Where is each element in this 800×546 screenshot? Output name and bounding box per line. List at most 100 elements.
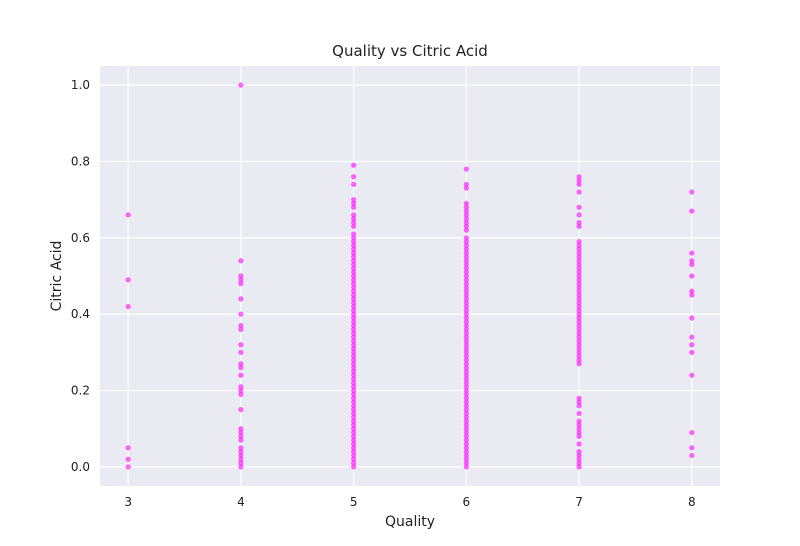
scatter-point — [576, 315, 582, 321]
scatter-point — [576, 429, 582, 436]
scatter-point — [125, 456, 131, 462]
scatter-point — [351, 273, 357, 279]
scatter-point — [351, 380, 357, 386]
scatter-point — [238, 449, 244, 455]
scatter-point — [463, 441, 469, 447]
scatter-point — [463, 403, 469, 409]
scatter-point — [351, 456, 357, 462]
scatter-point — [463, 464, 469, 470]
scatter-point — [576, 452, 582, 459]
scatter-point — [689, 261, 695, 268]
scatter-point — [351, 342, 357, 348]
scatter-point — [576, 456, 582, 462]
scatter-point — [351, 284, 357, 291]
scatter-point — [576, 250, 582, 256]
y-axis-label: Citric Acid — [49, 241, 65, 312]
scatter-point — [576, 223, 582, 229]
scatter-point — [463, 460, 469, 466]
scatter-point — [463, 426, 469, 432]
chart-title: Quality vs Citric Acid — [332, 42, 488, 60]
scatter-point — [351, 460, 357, 466]
scatter-point — [238, 460, 244, 466]
scatter-point — [576, 326, 582, 333]
scatter-point — [576, 418, 582, 424]
scatter-point — [238, 296, 244, 302]
scatter-point — [463, 437, 469, 443]
scatter-point — [463, 315, 469, 321]
scatter-point — [576, 426, 582, 432]
scatter-point — [351, 399, 357, 405]
scatter-point — [463, 288, 469, 294]
scatter-point — [576, 296, 582, 302]
scatter-point — [576, 361, 582, 367]
scatter-point — [238, 323, 244, 329]
scatter-point — [463, 399, 469, 405]
scatter-point — [351, 231, 357, 237]
scatter-point — [351, 464, 357, 470]
scatter-point — [351, 433, 357, 439]
scatter-point — [238, 311, 244, 317]
scatter-point — [351, 162, 357, 168]
scatter-point — [463, 387, 469, 394]
scatter-point — [576, 277, 582, 283]
scatter-point — [238, 361, 244, 367]
scatter-point — [351, 219, 357, 226]
x-tick-label: 3 — [124, 495, 132, 509]
scatter-point — [576, 410, 582, 417]
scatter-point — [351, 174, 357, 180]
scatter-point — [463, 235, 469, 241]
scatter-point — [463, 216, 469, 222]
scatter-point — [463, 395, 469, 401]
scatter-point — [125, 445, 131, 451]
scatter-point — [238, 433, 244, 439]
scatter-point — [238, 387, 244, 394]
scatter-point — [576, 349, 582, 355]
scatter-point — [463, 376, 469, 382]
y-axis-ticks: 0.0 0.2 0.4 0.6 0.8 1.0 — [71, 78, 90, 474]
scatter-point — [576, 357, 582, 363]
scatter-point — [463, 250, 469, 256]
scatter-point — [576, 334, 582, 340]
x-tick-label: 5 — [350, 495, 358, 509]
scatter-point — [689, 258, 695, 264]
scatter-point — [463, 456, 469, 462]
scatter-point — [351, 288, 357, 294]
scatter-point — [351, 223, 357, 229]
scatter-point — [576, 269, 582, 275]
scatter-point — [576, 330, 582, 336]
scatter-point — [576, 212, 582, 218]
scatter-point — [689, 250, 695, 256]
scatter-point — [351, 422, 357, 428]
scatter-point — [576, 403, 582, 409]
x-axis-label: Quality — [385, 514, 435, 530]
scatter-point — [238, 82, 244, 88]
scatter-point — [238, 464, 244, 470]
x-tick-label: 8 — [688, 495, 696, 509]
scatter-point — [463, 449, 469, 455]
scatter-point — [463, 223, 469, 229]
scatter-point — [576, 189, 582, 195]
scatter-point — [351, 258, 357, 264]
scatter-point — [576, 181, 582, 187]
scatter-point — [463, 258, 469, 264]
scatter-point — [463, 265, 469, 271]
plot-area — [100, 66, 720, 486]
scatter-point — [463, 414, 469, 420]
scatter-point — [463, 338, 469, 344]
scatter-point — [351, 216, 357, 222]
scatter-point — [689, 208, 695, 214]
scatter-point — [463, 300, 469, 306]
scatter-point — [576, 254, 582, 260]
scatter-point — [463, 407, 469, 413]
scatter-point — [351, 357, 357, 363]
scatter-point — [576, 433, 582, 439]
scatter-point — [351, 292, 357, 298]
data-points — [125, 82, 695, 470]
scatter-point — [689, 288, 695, 294]
scatter-point — [351, 246, 357, 252]
scatter-point — [351, 441, 357, 447]
scatter-point — [351, 334, 357, 340]
scatter-point — [463, 204, 469, 210]
scatter-point — [463, 452, 469, 459]
